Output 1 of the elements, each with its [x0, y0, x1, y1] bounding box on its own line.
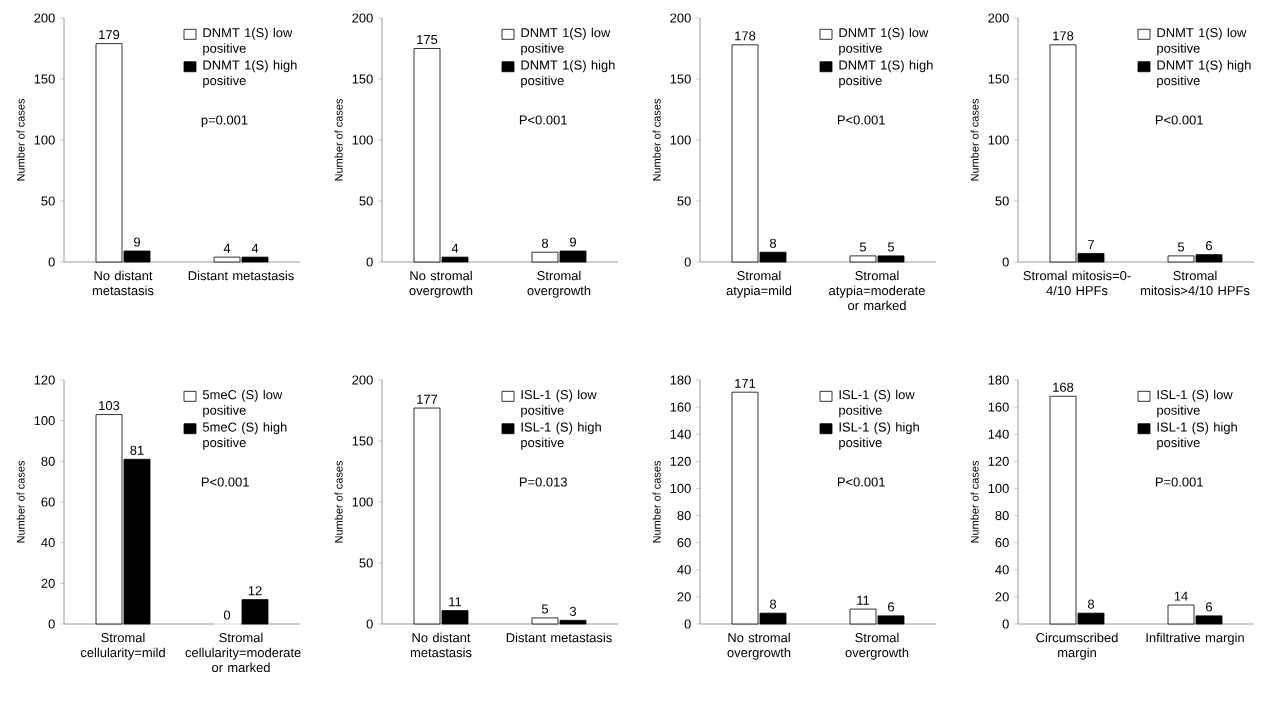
bar	[241, 599, 269, 625]
